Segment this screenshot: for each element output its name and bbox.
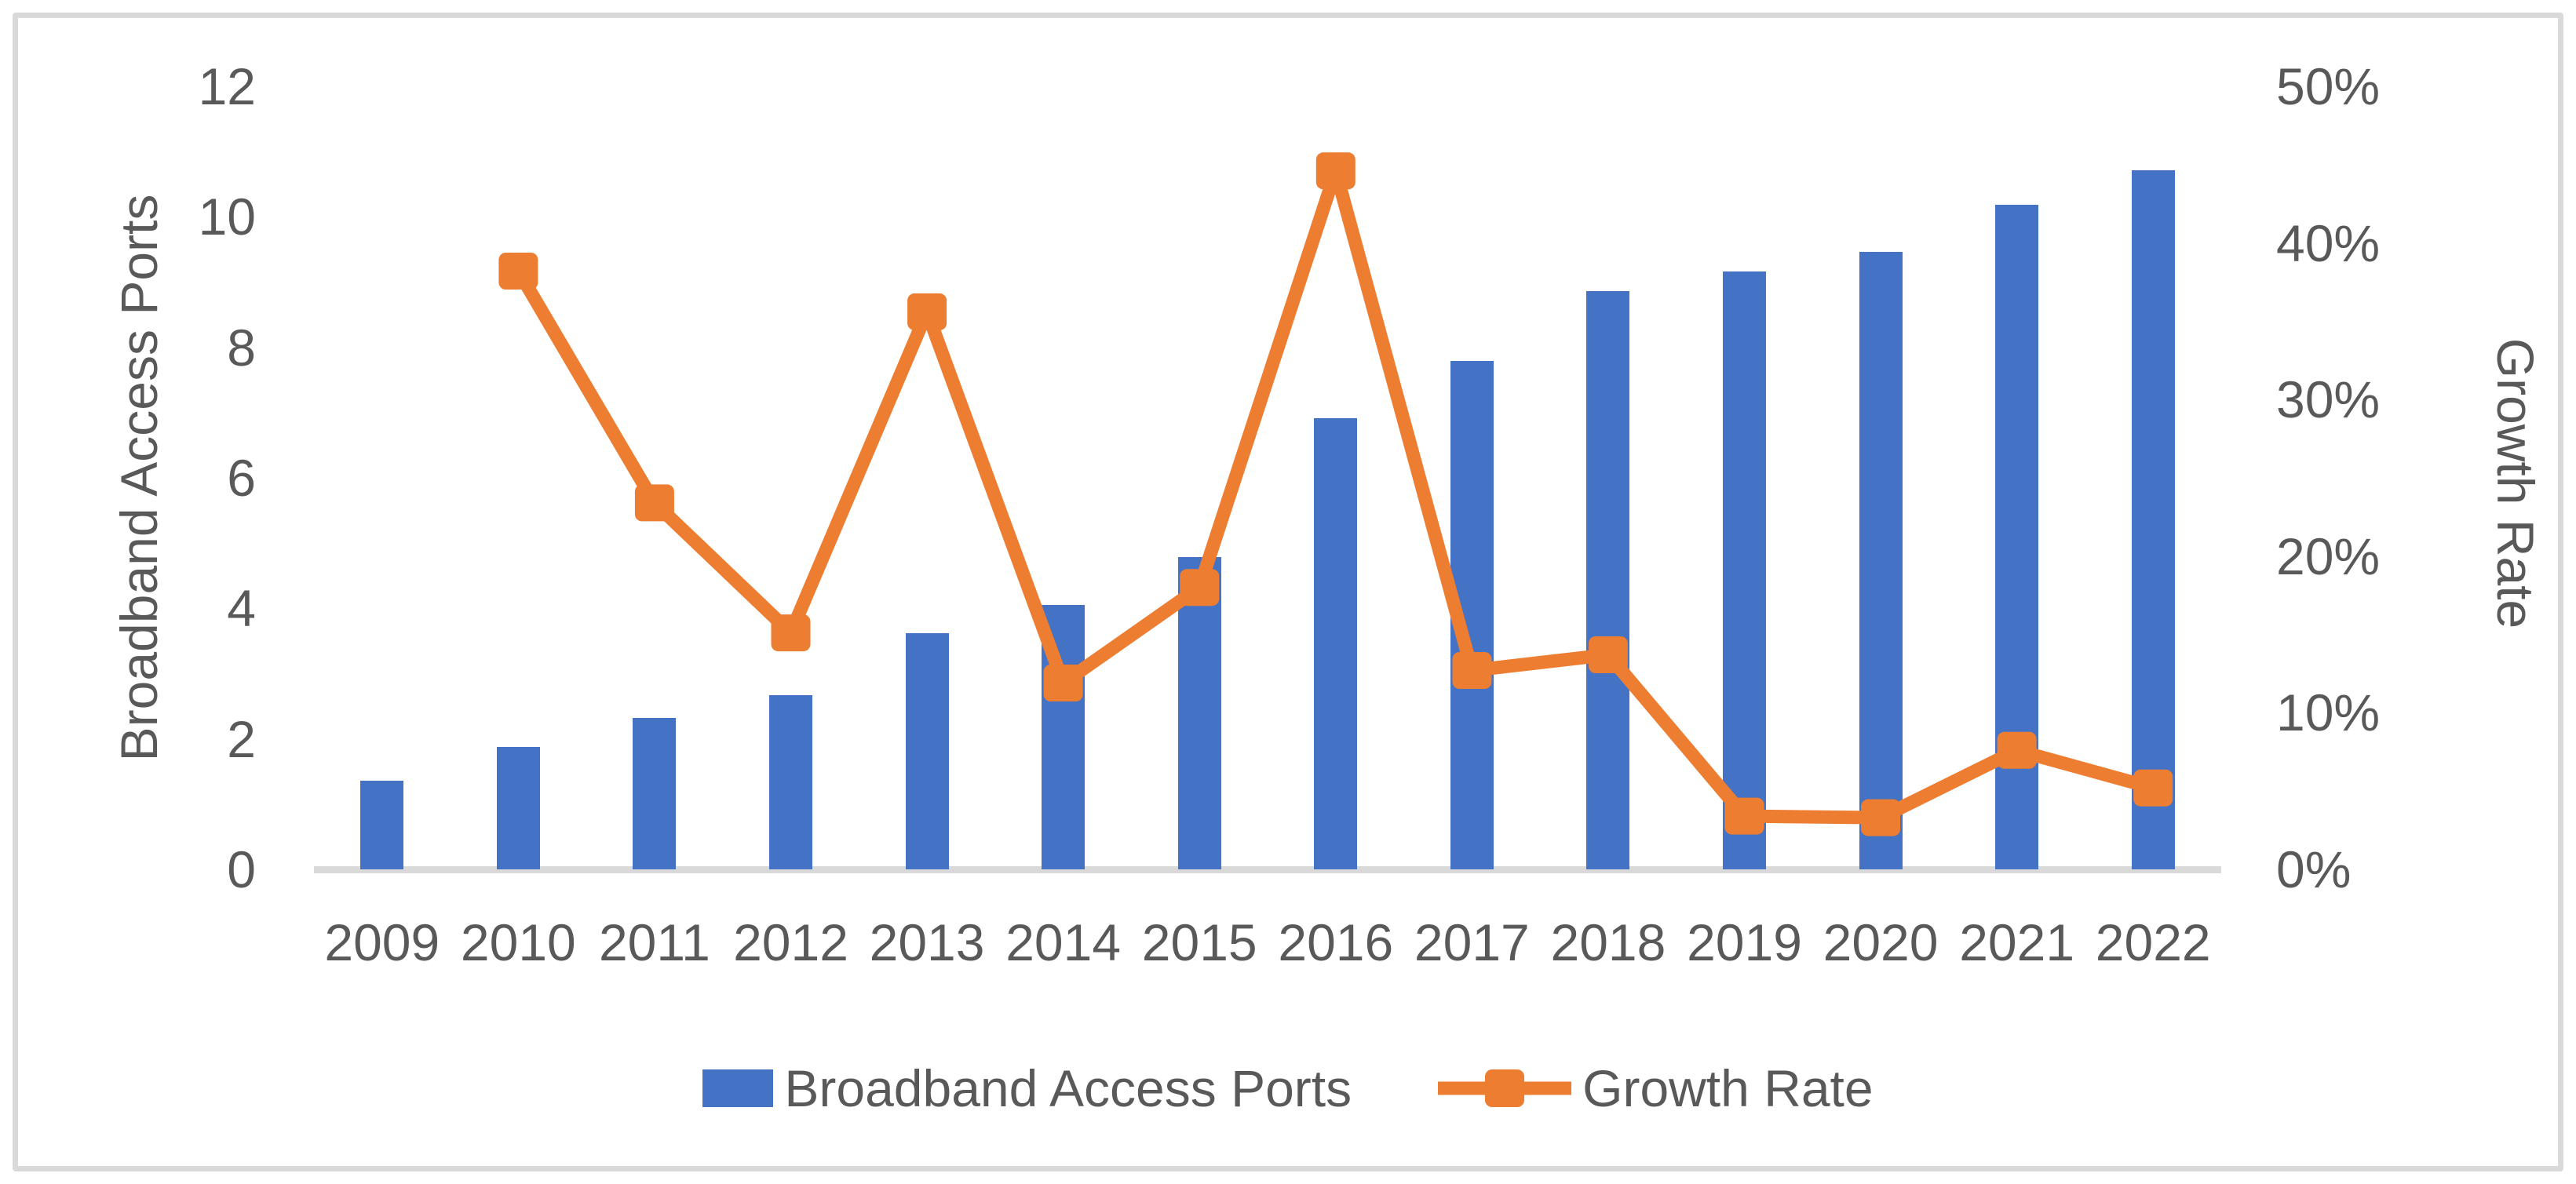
x-label-2010: 2010 bbox=[460, 913, 576, 971]
marker-2011 bbox=[634, 484, 674, 522]
bar-2011 bbox=[633, 718, 677, 869]
marker-2015 bbox=[1180, 569, 1220, 607]
right-tick-30%: 30% bbox=[2276, 370, 2381, 429]
x-label-2009: 2009 bbox=[324, 913, 440, 971]
marker-2012 bbox=[771, 614, 811, 652]
left-tick-8: 8 bbox=[227, 318, 256, 377]
growth-rate-line bbox=[513, 164, 2155, 825]
plot-area bbox=[314, 86, 2221, 873]
x-axis-line bbox=[314, 866, 2221, 873]
x-label-2013: 2013 bbox=[869, 913, 985, 971]
left-axis-tick-labels: 12 10 8 6 4 2 0 bbox=[0, 0, 267, 1184]
growth-rate-line-layer bbox=[498, 152, 2173, 836]
x-label-2018: 2018 bbox=[1550, 913, 1666, 971]
x-label-2014: 2014 bbox=[1005, 913, 1122, 971]
bar-swatch-icon bbox=[702, 1069, 774, 1107]
marker-2021 bbox=[1997, 731, 2037, 769]
left-tick-0: 0 bbox=[227, 840, 256, 898]
x-label-2019: 2019 bbox=[1687, 913, 1802, 971]
marker-2017 bbox=[1452, 652, 1492, 689]
right-tick-50%: 50% bbox=[2276, 57, 2381, 115]
legend-item-growth-rate: Growth Rate bbox=[1438, 1058, 1874, 1118]
bar-2018 bbox=[1586, 291, 1630, 869]
marker-2013 bbox=[907, 293, 947, 330]
bar-2019 bbox=[1723, 271, 1766, 869]
bar-2016 bbox=[1314, 418, 1358, 869]
legend-item-broadband-access-ports: Broadband Access Ports bbox=[702, 1058, 1352, 1118]
x-label-2015: 2015 bbox=[1141, 913, 1257, 971]
left-tick-2: 2 bbox=[227, 709, 256, 768]
bar-2015 bbox=[1177, 557, 1221, 869]
right-tick-0%: 0% bbox=[2276, 840, 2352, 898]
bar-2012 bbox=[769, 694, 812, 869]
right-axis-tick-labels: 50% 40% 30% 20% 10% 0% bbox=[2276, 0, 2559, 1184]
right-tick-40%: 40% bbox=[2276, 213, 2381, 272]
marker-2016 bbox=[1315, 152, 1356, 190]
legend-label-growth-rate: Growth Rate bbox=[1582, 1058, 1874, 1117]
bar-2010 bbox=[496, 746, 540, 869]
legend-label-broadband-access-ports: Broadband Access Ports bbox=[784, 1058, 1352, 1117]
x-label-2012: 2012 bbox=[733, 913, 848, 971]
marker-2020 bbox=[1861, 799, 1901, 836]
left-tick-10: 10 bbox=[198, 188, 256, 246]
marker-2022 bbox=[2133, 769, 2173, 807]
x-label-2022: 2022 bbox=[2095, 913, 2211, 971]
x-label-2021: 2021 bbox=[1959, 913, 2075, 971]
x-label-2011: 2011 bbox=[598, 913, 710, 971]
marker-2018 bbox=[1588, 636, 1628, 673]
legend: Broadband Access Ports Growth Rate bbox=[0, 1058, 2576, 1117]
x-label-2017: 2017 bbox=[1414, 913, 1530, 971]
right-tick-10%: 10% bbox=[2276, 683, 2381, 742]
left-tick-4: 4 bbox=[227, 579, 256, 638]
bar-2013 bbox=[905, 632, 949, 869]
right-tick-20%: 20% bbox=[2276, 526, 2381, 585]
left-tick-12: 12 bbox=[198, 57, 256, 115]
x-label-2020: 2020 bbox=[1823, 913, 1939, 971]
marker-2010 bbox=[498, 253, 538, 290]
bar-2009 bbox=[360, 780, 404, 869]
marker-2019 bbox=[1724, 797, 1764, 835]
x-axis-labels: 2009 2010 2011 2012 2013 2014 2015 2016 2017 2018… bbox=[314, 0, 2221, 1184]
line-marker-swatch-icon bbox=[1438, 1069, 1572, 1107]
bar-2022 bbox=[2131, 170, 2175, 869]
bar-2020 bbox=[1859, 252, 1903, 869]
x-label-2016: 2016 bbox=[1278, 913, 1394, 971]
left-tick-6: 6 bbox=[227, 449, 256, 507]
marker-2014 bbox=[1043, 665, 1083, 701]
